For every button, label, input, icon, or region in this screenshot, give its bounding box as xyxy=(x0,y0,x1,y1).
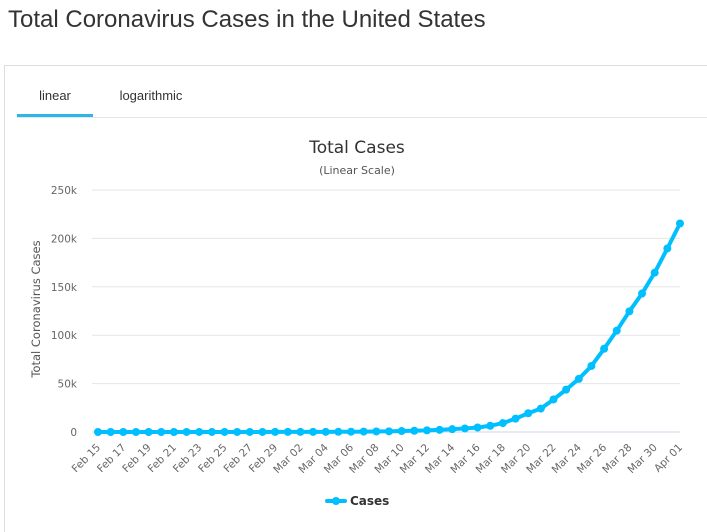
data-point[interactable] xyxy=(182,427,191,436)
data-point[interactable] xyxy=(650,268,659,277)
y-tick-labels: 0 50k 100k 150k 200k 250k xyxy=(51,185,78,439)
data-point[interactable] xyxy=(283,427,292,436)
data-point[interactable] xyxy=(625,307,634,316)
data-point[interactable] xyxy=(372,427,381,436)
data-point[interactable] xyxy=(220,427,229,436)
data-point[interactable] xyxy=(233,427,242,436)
data-point[interactable] xyxy=(612,326,621,335)
data-point[interactable] xyxy=(587,361,596,370)
data-point[interactable] xyxy=(144,427,153,436)
y-tick-label: 200k xyxy=(51,233,78,245)
data-point[interactable] xyxy=(258,427,267,436)
data-point[interactable] xyxy=(334,427,343,436)
y-tick-label: 0 xyxy=(70,427,77,439)
legend-label: Cases xyxy=(350,494,389,508)
data-point[interactable] xyxy=(638,289,647,298)
y-axis-title: Total Coronavirus Cases xyxy=(29,240,43,378)
chart-panel: linear logarithmic xyxy=(4,65,707,532)
x-tick-label: Apr 01 xyxy=(652,442,685,475)
y-tick-label: 250k xyxy=(51,185,78,197)
data-point[interactable] xyxy=(460,424,469,433)
data-point[interactable] xyxy=(549,395,558,404)
data-point[interactable] xyxy=(473,423,482,432)
data-point[interactable] xyxy=(574,374,583,383)
data-point[interactable] xyxy=(309,427,318,436)
scale-tabs: linear logarithmic xyxy=(17,86,707,118)
data-point[interactable] xyxy=(498,419,507,428)
data-point[interactable] xyxy=(119,427,128,436)
chart-title: Total Cases xyxy=(308,138,405,158)
data-point[interactable] xyxy=(663,244,672,253)
data-point[interactable] xyxy=(422,426,431,435)
data-point[interactable] xyxy=(511,414,520,423)
data-point[interactable] xyxy=(600,344,609,353)
data-point[interactable] xyxy=(169,427,178,436)
data-point[interactable] xyxy=(347,427,356,436)
data-point[interactable] xyxy=(106,427,115,436)
data-point[interactable] xyxy=(321,427,330,436)
legend[interactable]: Cases xyxy=(325,494,389,508)
data-point[interactable] xyxy=(385,427,393,436)
y-tick-label: 50k xyxy=(58,379,78,391)
data-point[interactable] xyxy=(207,427,216,436)
data-point[interactable] xyxy=(195,427,204,436)
data-point[interactable] xyxy=(536,404,545,413)
data-point[interactable] xyxy=(245,427,254,436)
series-line xyxy=(96,221,682,434)
grid-layer xyxy=(92,189,680,433)
tab-logarithmic[interactable]: logarithmic xyxy=(119,88,183,103)
data-point[interactable] xyxy=(131,427,140,436)
series-layer xyxy=(94,219,684,436)
data-point[interactable] xyxy=(486,421,495,430)
data-point[interactable] xyxy=(410,426,419,435)
data-point[interactable] xyxy=(397,427,406,436)
data-point[interactable] xyxy=(676,219,684,228)
legend-marker xyxy=(332,497,340,505)
y-tick-label: 150k xyxy=(51,282,78,294)
data-point[interactable] xyxy=(524,409,533,418)
data-point[interactable] xyxy=(94,427,102,436)
data-point[interactable] xyxy=(296,427,305,436)
data-point[interactable] xyxy=(271,427,280,436)
page-title: Total Coronavirus Cases in the United St… xyxy=(8,6,486,33)
data-point[interactable] xyxy=(157,427,166,436)
data-point[interactable] xyxy=(562,385,571,394)
y-tick-label: 100k xyxy=(51,330,78,342)
tab-linear[interactable]: linear xyxy=(17,86,93,117)
chart-subtitle: (Linear Scale) xyxy=(319,164,395,177)
data-point[interactable] xyxy=(359,427,368,436)
data-point[interactable] xyxy=(435,425,444,434)
data-point[interactable] xyxy=(448,425,457,434)
